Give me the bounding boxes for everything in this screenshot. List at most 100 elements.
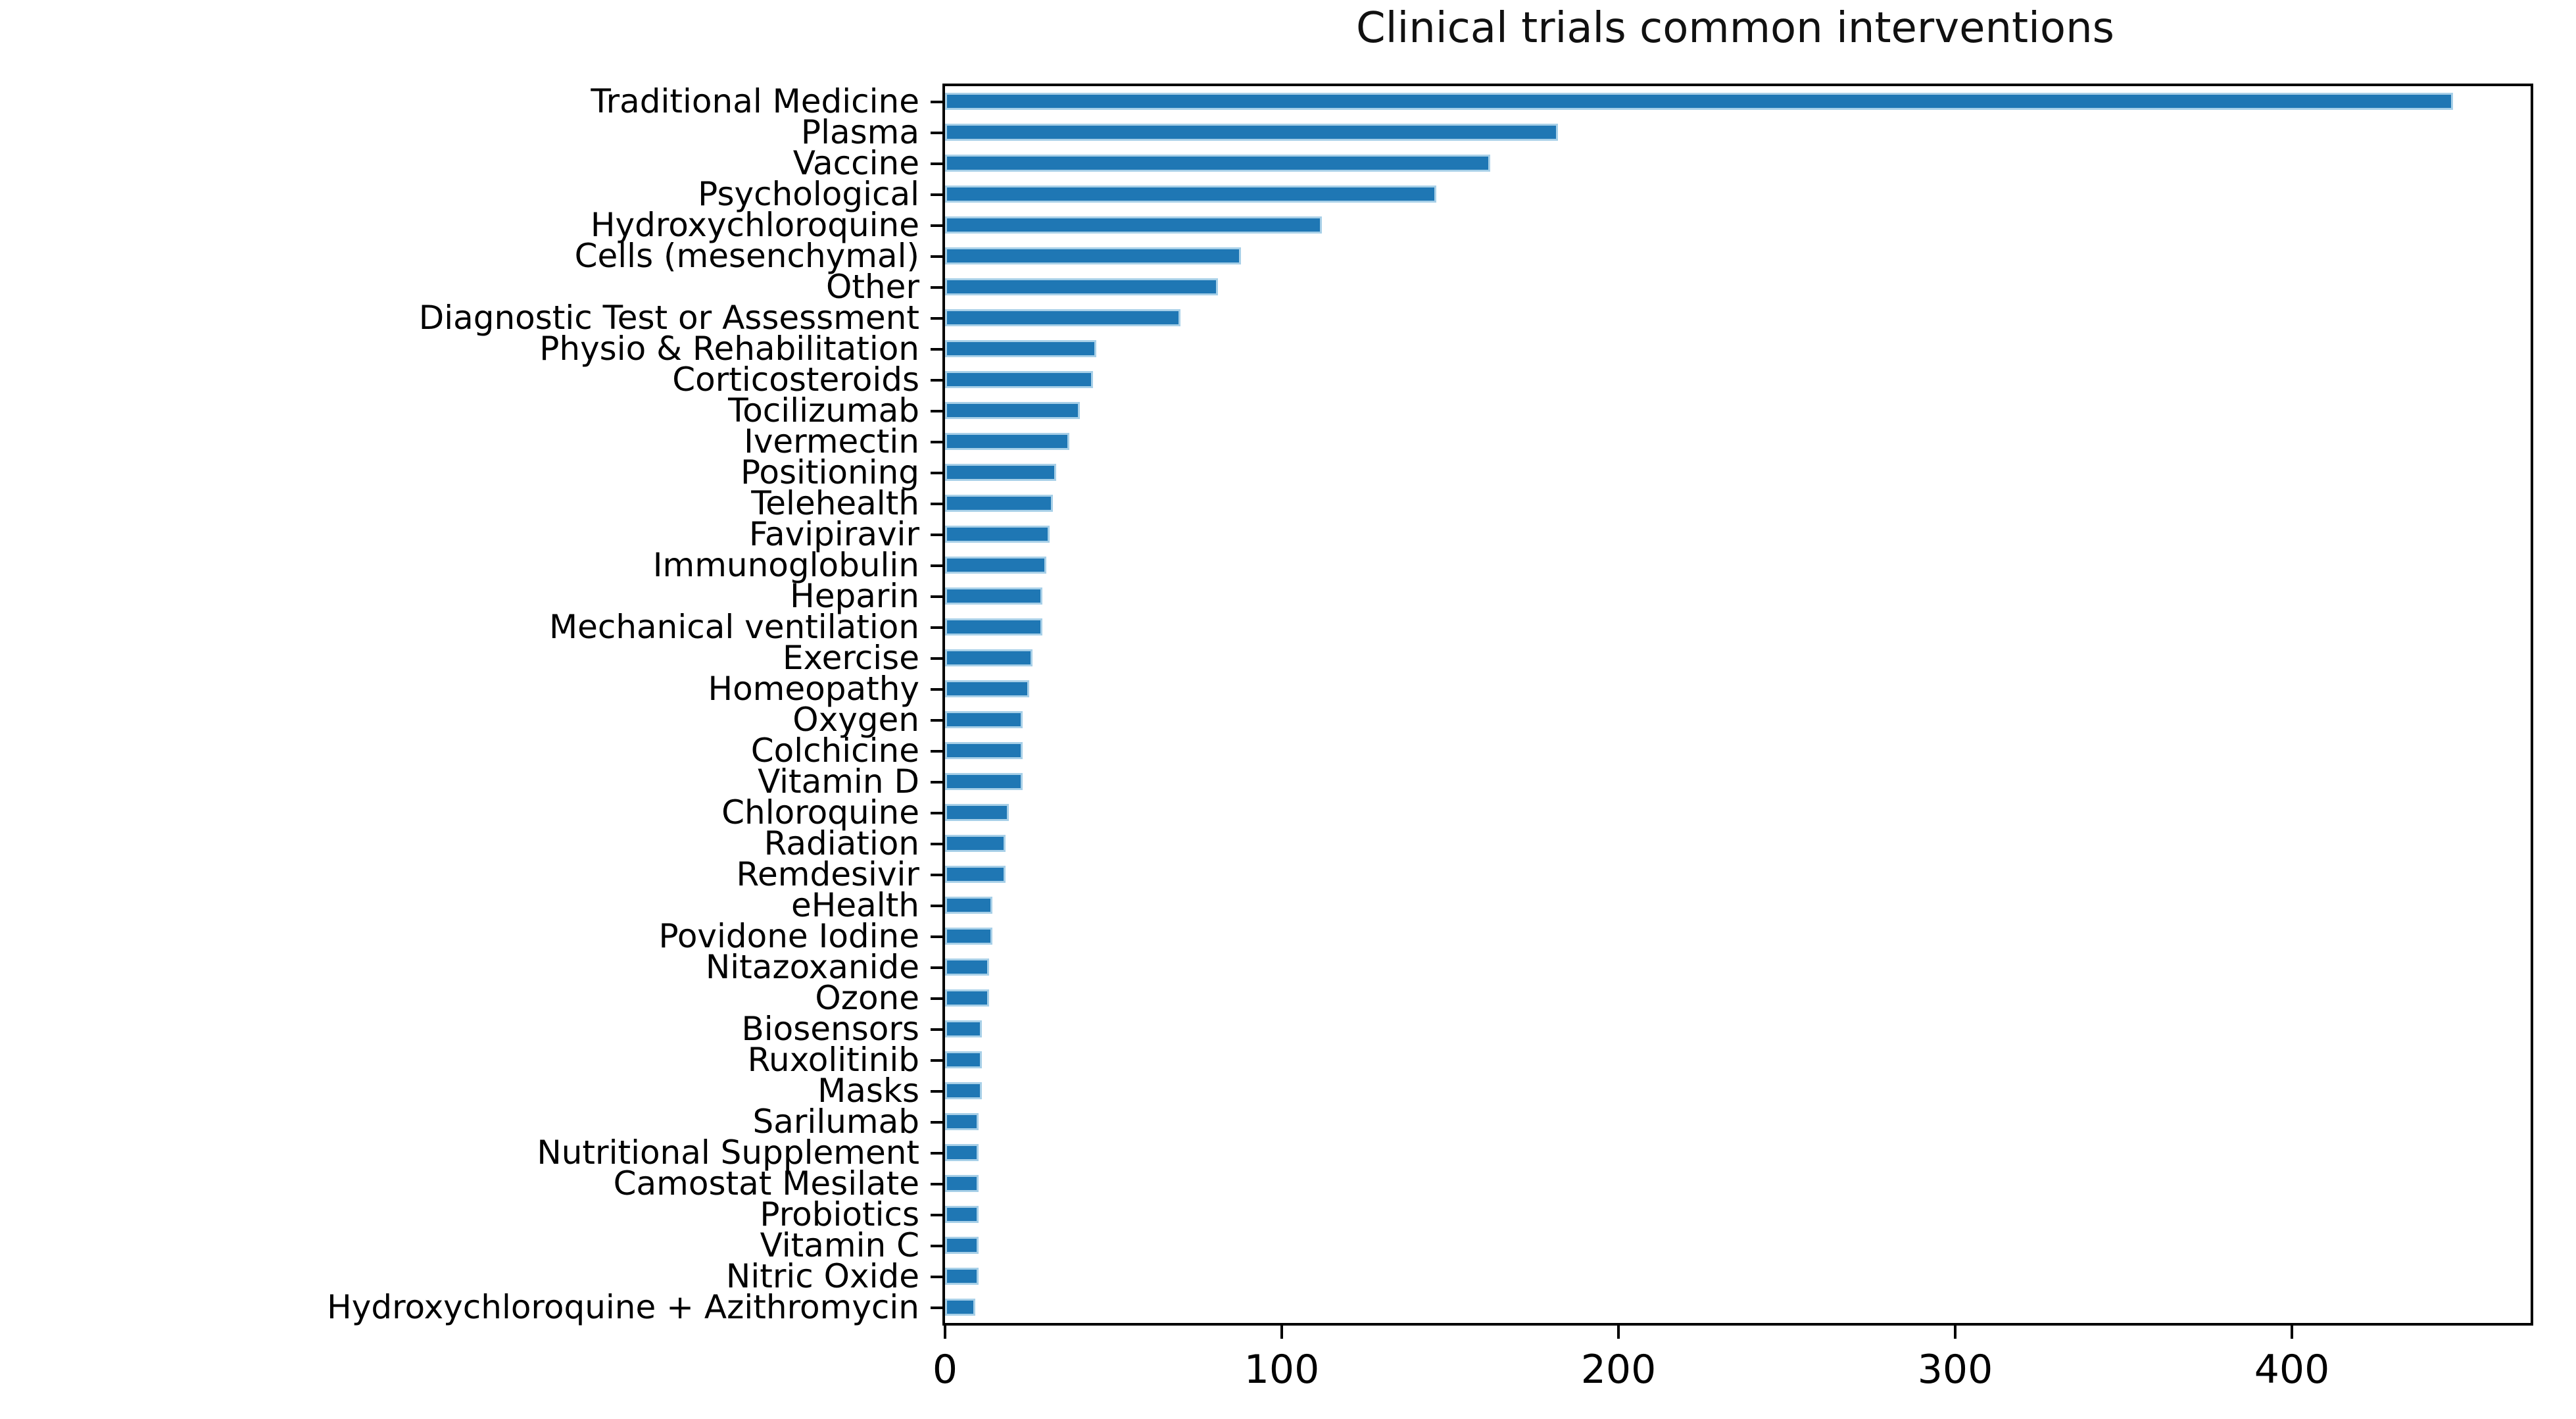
y-tick [931,1276,942,1278]
y-tick-label: Nutritional Supplement [537,1133,919,1172]
y-tick [931,657,942,660]
y-tick-label: Cells (mesenchymal) [574,237,919,275]
y-tick-label: Ruxolitinib [747,1041,919,1079]
bar-row [945,117,2531,148]
y-tick [931,874,942,876]
bar-row [945,303,2531,334]
bar-row [945,921,2531,952]
y-tick [931,162,942,165]
y-tick-label: Physio & Rehabilitation [539,330,919,368]
y-tick-label: Exercise [782,639,919,677]
y-tick-label: Hydroxychloroquine [590,206,919,244]
bar-row [945,1107,2531,1137]
bar-row [945,426,2531,457]
bar [945,958,989,976]
bar [945,1020,982,1037]
bar-row [945,1014,2531,1045]
y-tick [931,317,942,320]
x-tick-label: 200 [1580,1347,1657,1393]
bar [945,1082,982,1099]
bar-row [945,705,2531,735]
x-tick [944,1326,946,1339]
y-tick [931,1152,942,1155]
y-tick [931,379,942,382]
bar-row [945,859,2531,890]
bar-row [945,643,2531,674]
bar-row [945,241,2531,272]
y-tick [931,472,942,474]
y-tick [931,1090,942,1093]
y-tick [931,348,942,351]
y-tick [931,534,942,536]
bar [945,711,1023,728]
y-tick-label: Remdesivir [736,855,919,893]
y-tick-label: Traditional Medicine [591,82,919,120]
y-tick [931,224,942,227]
bar [945,155,1490,172]
y-tick-label: Vitamin C [760,1226,919,1264]
bar [945,1113,979,1130]
y-tick [931,997,942,1000]
x-tick-label: 400 [2254,1347,2330,1393]
y-tick-label: Diagnostic Test or Assessment [418,299,919,337]
y-tick-label: Nitric Oxide [725,1257,919,1295]
y-tick-label: Heparin [790,577,919,615]
bar-row [945,797,2531,828]
bar [945,773,1023,790]
y-tick-label: Corticosteroids [672,361,919,399]
y-tick [931,595,942,598]
bar [945,186,1436,203]
bar [945,93,2453,110]
y-tick [931,719,942,722]
y-tick-label: Chloroquine [721,793,919,832]
bar [945,278,1218,295]
bar [945,989,989,1007]
bar [945,618,1042,635]
bar-row [945,1199,2531,1230]
bar-row [945,735,2531,766]
x-tick [1280,1326,1283,1339]
bar-row [945,1292,2531,1323]
y-tick [931,1307,942,1309]
y-tick-label: Telehealth [751,484,919,522]
y-tick-label: Hydroxychloroquine + Azithromycin [327,1288,919,1326]
y-tick-label: Ozone [815,979,919,1017]
y-tick-label: Immunoglobulin [652,546,919,584]
y-tick [931,781,942,784]
bar [945,928,992,945]
y-tick-label: Masks [817,1072,919,1110]
bar-row [945,395,2531,426]
bar-row [945,148,2531,179]
bar-row [945,1230,2531,1261]
bar [945,340,1096,357]
chart-title: Clinical trials common interventions [1356,4,2114,53]
bar-row [945,1076,2531,1107]
bar-row [945,272,2531,303]
bar [945,124,1558,141]
y-tick-label: Radiation [764,824,919,862]
y-tick-label: Plasma [800,113,919,151]
y-tick-label: Positioning [741,453,919,491]
y-tick [931,1245,942,1247]
bar [945,1237,979,1254]
y-tick [931,935,942,938]
y-tick-label: Ivermectin [744,422,919,461]
y-tick-label: Camostat Mesilate [613,1164,919,1203]
bar [945,495,1053,512]
bar-row [945,1261,2531,1292]
y-tick [931,410,942,412]
y-tick [931,564,942,567]
bar [945,1206,979,1223]
x-tick [1617,1326,1620,1339]
bar-row [945,983,2531,1014]
y-tick-label: Sarilumab [752,1103,920,1141]
bar-row [945,519,2531,550]
y-tick [931,1214,942,1216]
y-tick-label: eHealth [791,886,919,924]
bar-row [945,550,2531,581]
bar [945,897,992,914]
x-tick [2291,1326,2293,1339]
y-tick [931,441,942,443]
y-tick [931,966,942,969]
